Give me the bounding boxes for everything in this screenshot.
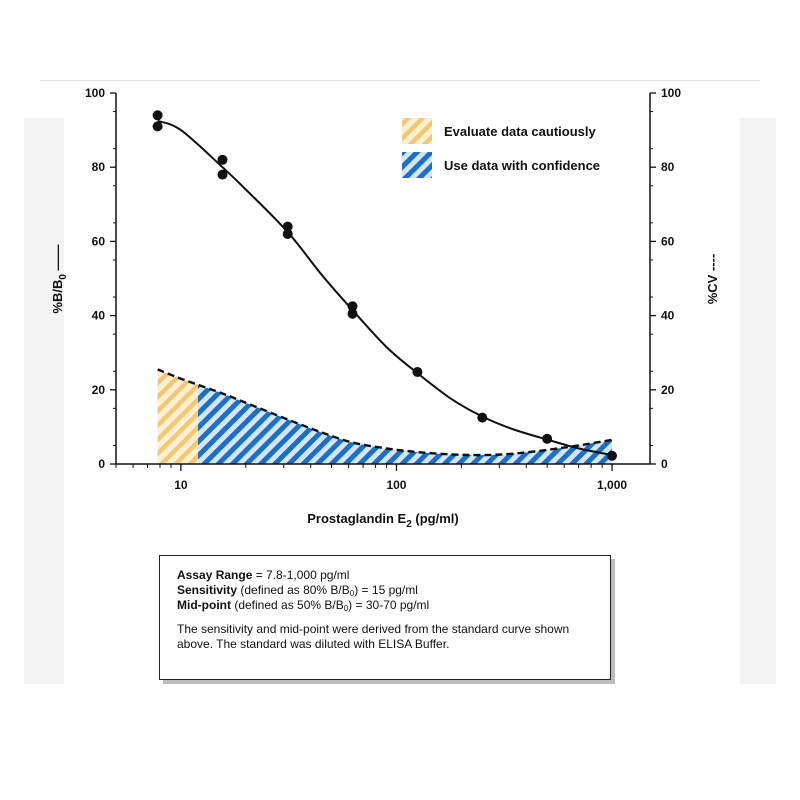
y-tick-label-left: 0 bbox=[98, 457, 105, 471]
midpoint-line: Mid-point (defined as 50% B/B0) = 30-70 … bbox=[177, 598, 610, 613]
y-tick-label-left: 100 bbox=[85, 86, 105, 100]
sensitivity-value-post: ) = 15 pg/ml bbox=[354, 583, 418, 597]
data-point bbox=[217, 154, 228, 165]
x-axis-title-sub: 2 bbox=[406, 519, 412, 530]
data-point bbox=[477, 412, 488, 423]
sensitivity-value-sub: 0 bbox=[349, 589, 355, 598]
x-axis-title-main: Prostaglandin E bbox=[307, 511, 406, 526]
data-point bbox=[282, 221, 293, 232]
legend-label: Evaluate data cautiously bbox=[444, 124, 596, 139]
legend: Evaluate data cautiously Use data with co… bbox=[402, 118, 600, 178]
legend-swatch bbox=[402, 118, 432, 144]
y-tick-label-right: 20 bbox=[661, 383, 675, 397]
data-point bbox=[217, 169, 228, 180]
data-point bbox=[152, 110, 163, 121]
assay-range-value: = 7.8-1,000 pg/ml bbox=[252, 568, 350, 582]
sensitivity-value-pre: (defined as 80% B/B bbox=[237, 583, 350, 597]
x-tick-label: 1,000 bbox=[597, 478, 627, 492]
y-axis-title-left-mark: —— bbox=[50, 244, 65, 274]
bb0-curve bbox=[157, 119, 613, 457]
legend-label: Use data with confidence bbox=[444, 158, 600, 173]
y-tick-label-right: 40 bbox=[661, 309, 675, 323]
y-tick-label-left: 40 bbox=[92, 309, 106, 323]
y-tick-label-left: 80 bbox=[92, 160, 106, 174]
data-point bbox=[542, 433, 553, 444]
y-axis-title-left: %B/B0 —— bbox=[50, 244, 69, 313]
cv-fill-regions bbox=[157, 369, 612, 464]
y-tick-label-right: 100 bbox=[661, 86, 681, 100]
assay-range-line: Assay Range = 7.8-1,000 pg/ml bbox=[177, 568, 610, 583]
x-axis-title-suffix: (pg/ml) bbox=[412, 511, 459, 526]
y-tick-label-right: 80 bbox=[661, 160, 675, 174]
data-point bbox=[347, 308, 358, 319]
y-tick-label-right: 60 bbox=[661, 234, 675, 248]
data-points bbox=[152, 110, 617, 461]
midpoint-value-pre: (defined as 50% B/B bbox=[230, 598, 344, 612]
assay-range-label: Assay Range bbox=[177, 568, 253, 582]
y-axis-title-left-sub: 0 bbox=[58, 274, 69, 280]
data-point bbox=[607, 450, 617, 461]
midpoint-value-post: ) = 30-70 pg/ml bbox=[348, 598, 430, 612]
y-axis-title-right: %CV ---- bbox=[705, 254, 720, 305]
confidence-region bbox=[197, 384, 612, 464]
y-tick-label-left: 20 bbox=[92, 383, 106, 397]
sensitivity-line: Sensitivity (defined as 80% B/B0) = 15 p… bbox=[177, 583, 610, 598]
data-point bbox=[282, 229, 293, 239]
y-axis-title-left-main: %B/B bbox=[50, 280, 65, 314]
x-tick-label: 100 bbox=[386, 478, 406, 492]
y-tick-label-left: 60 bbox=[92, 234, 106, 248]
assay-info-box: Assay Range = 7.8-1,000 pg/ml Sensitivit… bbox=[159, 555, 611, 680]
data-point bbox=[347, 301, 358, 312]
data-point bbox=[412, 367, 423, 377]
legend-swatch bbox=[402, 152, 432, 178]
info-note: The sensitivity and mid-point were deriv… bbox=[177, 622, 570, 651]
x-axis-title: Prostaglandin E2 (pg/ml) bbox=[307, 511, 458, 530]
curves bbox=[157, 119, 613, 457]
sensitivity-label: Sensitivity bbox=[177, 583, 238, 597]
midpoint-label: Mid-point bbox=[177, 598, 231, 612]
midpoint-value-sub: 0 bbox=[343, 604, 349, 613]
x-tick-label: 10 bbox=[174, 478, 188, 492]
cv-curve bbox=[157, 368, 613, 457]
data-point bbox=[152, 121, 163, 132]
top-divider bbox=[40, 80, 760, 81]
y-tick-label-right: 0 bbox=[661, 457, 668, 471]
caution-region bbox=[157, 369, 198, 464]
